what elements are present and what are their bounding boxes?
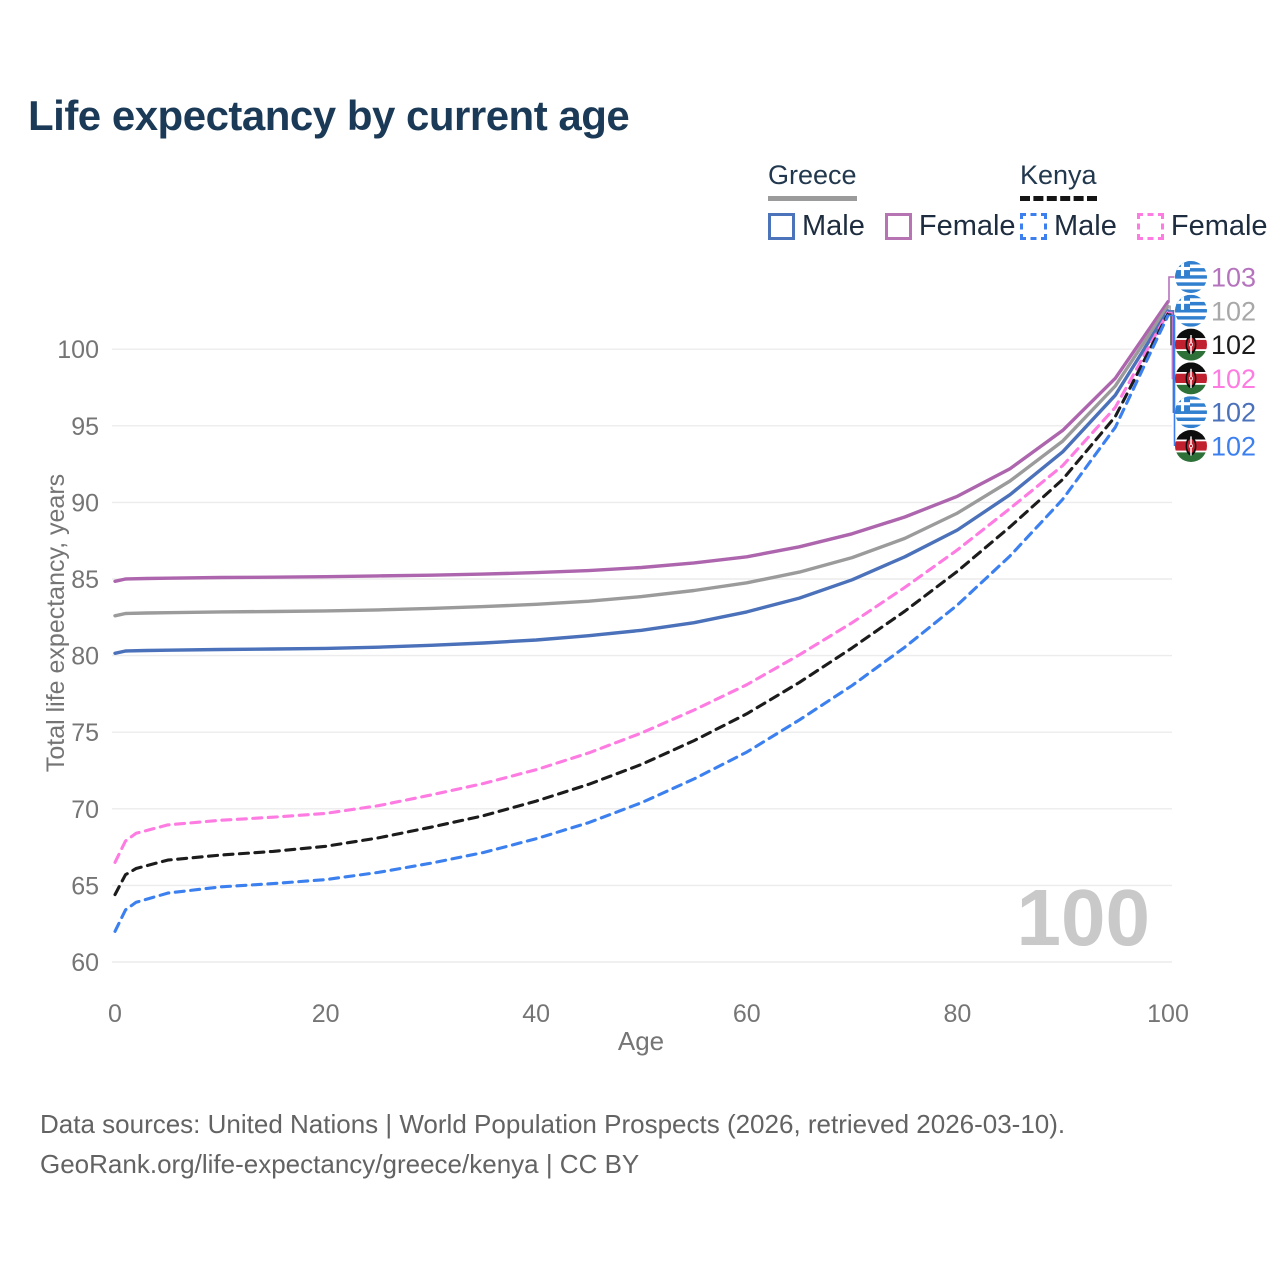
end-label-value: 102	[1211, 364, 1256, 394]
greece-flag-icon	[1175, 294, 1207, 327]
legend-label-kenya-male: Male	[1054, 210, 1117, 242]
x-tick-label: 60	[733, 1000, 761, 1028]
legend-label-greece-female: Female	[918, 210, 1016, 242]
leader-lines	[1168, 276, 1176, 446]
x-tick-label: 100	[1147, 1000, 1189, 1028]
series-line-greece	[113, 304, 1170, 618]
y-tick-label: 75	[71, 719, 99, 747]
x-tick-label: 40	[522, 1000, 550, 1028]
legend-group-kenya: Kenya Male Female	[1020, 160, 1268, 243]
legend-label-kenya-female: Female	[1170, 210, 1268, 242]
y-tick-label: 90	[71, 489, 99, 517]
end-label-value: 102	[1211, 296, 1256, 326]
y-tick-label: 60	[71, 949, 99, 977]
kenya-flag-icon	[1175, 362, 1207, 395]
series-line-kenya-female	[113, 310, 1170, 864]
watermark-100: 100	[1017, 873, 1150, 962]
y-tick-label: 70	[71, 796, 99, 824]
y-tick-label: 65	[71, 872, 99, 900]
greece-flag-icon	[1175, 396, 1207, 429]
y-tick-label: 95	[71, 413, 99, 441]
kenya-female-swatch-icon	[1136, 213, 1164, 240]
legend-country-greece: Greece	[768, 160, 857, 201]
kenya-male-swatch-icon	[1020, 213, 1047, 240]
gridlines	[112, 348, 1172, 963]
chart-title: Life expectancy by current age	[28, 92, 630, 139]
greece-male-swatch-icon	[768, 213, 795, 240]
x-tick-label: 0	[108, 1000, 122, 1028]
footer-attribution: GeoRank.org/life-expectancy/greece/kenya…	[40, 1149, 640, 1179]
legend-label-greece-male: Male	[802, 210, 865, 242]
y-tick-label: 85	[71, 566, 99, 594]
y-tick-label: 100	[57, 336, 99, 364]
x-axis-tick-labels: 0 20 40 60 80 100	[108, 1000, 1189, 1028]
legend-item-greece-female: Female	[884, 210, 1016, 243]
greece-flag-icon	[1175, 261, 1207, 293]
series-lines	[113, 300, 1170, 933]
legend-item-kenya-male: Male	[1020, 210, 1117, 243]
series-line-greece-female	[113, 300, 1170, 583]
legend-item-kenya-female: Female	[1136, 210, 1268, 243]
kenya-flag-icon	[1175, 328, 1207, 361]
series-line-kenya	[113, 312, 1170, 897]
legend-group-greece: Greece Male Female	[768, 160, 1016, 243]
legend-item-greece-male: Male	[768, 210, 865, 243]
end-label-value: 102	[1211, 330, 1256, 360]
end-label-value: 102	[1211, 398, 1256, 428]
x-tick-label: 20	[312, 1000, 340, 1028]
footer-data-sources: Data sources: United Nations | World Pop…	[40, 1109, 1066, 1139]
greece-female-swatch-icon	[884, 213, 912, 240]
y-axis-tick-labels: 60 65 70 75 80 85 90 95 100	[57, 336, 99, 977]
end-label-value: 103	[1211, 263, 1256, 293]
series-line-greece-male	[113, 309, 1170, 655]
kenya-flag-icon	[1175, 430, 1207, 462]
leader-line	[1168, 314, 1176, 446]
y-tick-label: 80	[71, 643, 99, 671]
series-line-kenya-male	[113, 313, 1170, 933]
y-axis-title: Total life expectancy, years	[42, 474, 70, 772]
legend-country-kenya: Kenya	[1020, 160, 1097, 201]
footer: Data sources: United Nations | World Pop…	[40, 1104, 1065, 1184]
end-label-value: 102	[1211, 432, 1256, 462]
x-tick-label: 80	[943, 1000, 971, 1028]
x-axis-title: Age	[618, 1026, 664, 1056]
leader-line	[1168, 276, 1175, 303]
